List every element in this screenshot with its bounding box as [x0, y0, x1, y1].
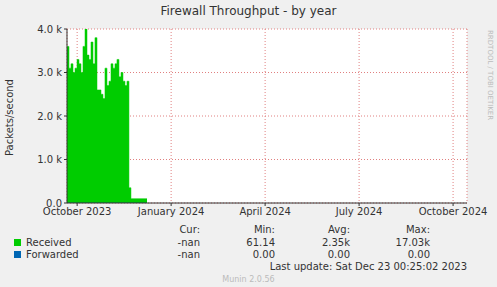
html-text:61.14: 61.14	[246, 237, 275, 248]
html-text:0.00: 0.00	[407, 249, 430, 260]
svg-text:October 2023: October 2023	[42, 206, 112, 218]
svg-text:2.0 k: 2.0 k	[37, 111, 62, 122]
html-text:Max:: Max:	[406, 224, 430, 235]
svg-text:April 2024: April 2024	[239, 206, 290, 217]
html-text:Packets/second: Packets/second	[4, 79, 15, 156]
html-text:Munin 2.0.56: Munin 2.0.56	[222, 275, 275, 284]
html-text:0.00: 0.00	[327, 249, 350, 260]
html-text:2.35k: 2.35k	[321, 237, 350, 248]
html-text:RRDTOOL / TOBI OETIKER: RRDTOOL / TOBI OETIKER	[486, 30, 494, 121]
svg-text:July 2024: July 2024	[335, 206, 383, 217]
html-text:Min:: Min:	[253, 224, 275, 235]
html-text:-nan: -nan	[177, 237, 200, 248]
svg-text:January 2024: January 2024	[137, 206, 205, 217]
html-text:Last update: Sat Dec 23 00:25:: Last update: Sat Dec 23 00:25:02 2023	[269, 261, 467, 272]
html-text:17.03k: 17.03k	[395, 237, 430, 248]
html-text:Avg:: Avg:	[328, 224, 350, 235]
svg-text:4.0 k: 4.0 k	[37, 24, 62, 35]
svg-text:3.0 k: 3.0 k	[37, 67, 62, 78]
html-text:0.00: 0.00	[252, 249, 275, 260]
html-text:Firewall Throughput - by year: Firewall Throughput - by year	[160, 4, 337, 18]
html-text:Cur:: Cur:	[179, 224, 200, 235]
html-text:-nan: -nan	[177, 249, 200, 260]
svg-text:1.0 k: 1.0 k	[37, 154, 62, 165]
svg-text:October 2024: October 2024	[419, 206, 488, 217]
html-text:Forwarded: Forwarded	[26, 249, 79, 260]
html-text:Received: Received	[26, 237, 72, 248]
svg-text:0.0: 0.0	[46, 198, 62, 209]
